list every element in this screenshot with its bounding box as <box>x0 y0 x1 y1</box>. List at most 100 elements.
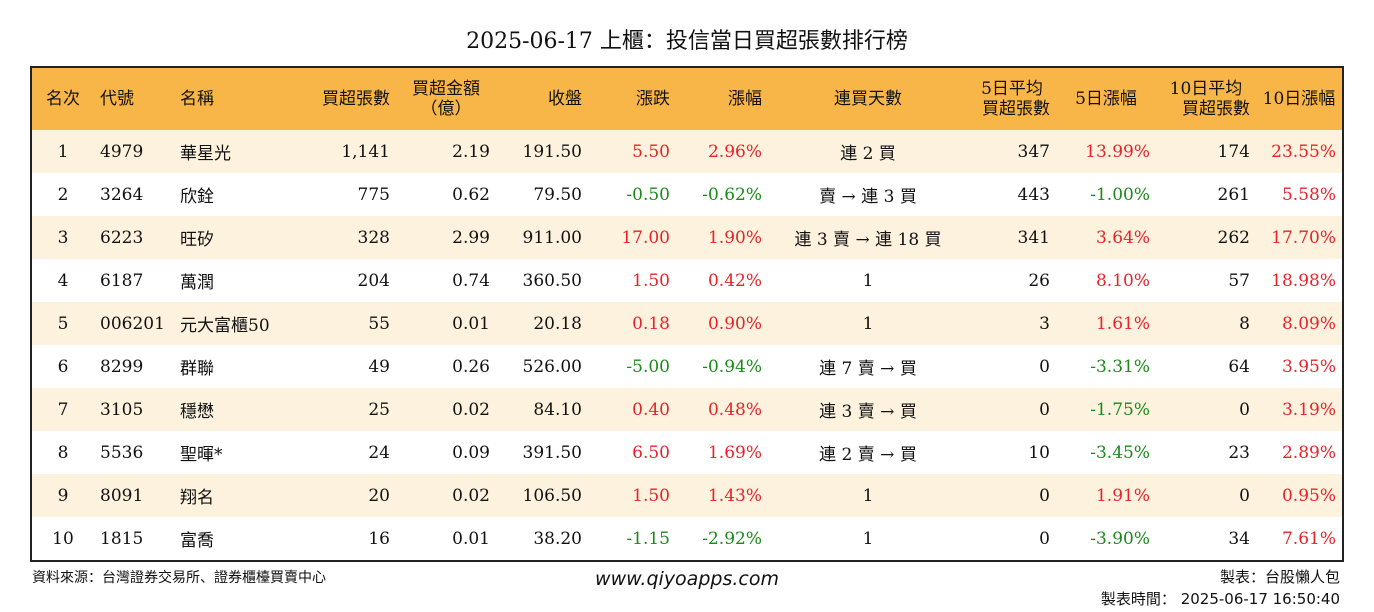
net-buy-amount-cell: 2.99 <box>452 227 490 248</box>
avg5-cell: 443 <box>1017 184 1050 205</box>
net-buy-lots-cell: 24 <box>368 442 390 463</box>
code-cell: 4979 <box>100 141 144 162</box>
name-cell: 萬潤 <box>180 273 214 293</box>
pct5-cell: 13.99% <box>1085 141 1150 162</box>
header-pct10: 10日漲幅 <box>1262 89 1336 109</box>
avg10-cell: 0 <box>1239 485 1250 506</box>
net-buy-amount-cell: 0.02 <box>452 485 490 506</box>
pct-cell: 2.96% <box>707 141 762 162</box>
net-buy-lots-cell: 25 <box>368 399 390 420</box>
pct5-cell: -3.31% <box>1090 356 1150 377</box>
avg5-cell: 0 <box>1039 485 1050 506</box>
code-cell: 6187 <box>100 270 144 291</box>
pct-cell: 1.90% <box>707 227 762 248</box>
table-body: 1 4979 華星光 1,141 2.19 191.50 5.50 2.96% 連 2 買 347… <box>32 130 1342 560</box>
ranking-table: 名次 代號 名稱 買超張數 買超金額 （億） 收盤 漲跌 漲幅 連買天數 5日平… <box>30 66 1344 562</box>
rank-cell: 5 <box>57 313 69 334</box>
name-cell: 旺矽 <box>180 230 214 250</box>
pct-cell: -2.92% <box>702 528 762 549</box>
code-cell: 3105 <box>100 399 144 420</box>
code-cell: 6223 <box>100 227 144 248</box>
code-cell: 8091 <box>100 485 144 506</box>
header-close: 收盤 <box>548 89 582 109</box>
code-cell: 8299 <box>100 356 144 377</box>
table-row: 9 8091 翔名 20 0.02 106.50 1.50 1.43% 1 0 1.91% 0 0.95… <box>32 474 1342 517</box>
name-cell: 欣銓 <box>180 187 214 207</box>
pct10-cell: 23.55% <box>1271 141 1336 162</box>
streak-cell: 連 3 賣 → 買 <box>819 402 917 422</box>
avg5-cell: 0 <box>1039 528 1050 549</box>
header-change: 漲跌 <box>636 89 670 109</box>
pct5-cell: 1.61% <box>1095 313 1150 334</box>
rank-cell: 2 <box>57 184 69 205</box>
pct10-cell: 17.70% <box>1271 227 1336 248</box>
close-cell: 526.00 <box>522 356 582 377</box>
website-link[interactable]: www.qiyoapps.com <box>595 568 779 590</box>
close-cell: 79.50 <box>533 184 582 205</box>
net-buy-lots-cell: 328 <box>357 227 390 248</box>
table-row: 7 3105 穩懋 25 0.02 84.10 0.40 0.48% 連 3 賣 → 買 0 -1.… <box>32 388 1342 431</box>
name-cell: 聖暉* <box>180 445 223 465</box>
pct5-cell: 3.64% <box>1095 227 1150 248</box>
net-buy-lots-cell: 775 <box>357 184 390 205</box>
pct10-cell: 3.95% <box>1281 356 1336 377</box>
net-buy-amount-cell: 0.26 <box>452 356 490 377</box>
pct10-cell: 2.89% <box>1281 442 1336 463</box>
close-cell: 20.18 <box>533 313 582 334</box>
footer-credits: 製表：台股懶人包 製表時間： 2025-06-17 16:50:40 <box>1101 566 1340 610</box>
pct5-cell: 8.10% <box>1095 270 1150 291</box>
avg5-cell: 341 <box>1017 227 1050 248</box>
rank-cell: 8 <box>57 442 69 463</box>
avg5-cell: 3 <box>1039 313 1050 334</box>
net-buy-amount-cell: 0.09 <box>452 442 490 463</box>
streak-cell: 1 <box>862 313 874 334</box>
net-buy-amount-cell: 0.01 <box>452 313 490 334</box>
net-buy-amount-cell: 0.62 <box>452 184 490 205</box>
header-pct5: 5日漲幅 <box>1075 89 1137 109</box>
header-pct: 漲幅 <box>728 89 762 109</box>
name-cell: 穩懋 <box>180 402 214 422</box>
change-cell: 0.40 <box>632 399 670 420</box>
rank-cell: 4 <box>57 270 69 291</box>
table-header-row: 名次 代號 名稱 買超張數 買超金額 （億） 收盤 漲跌 漲幅 連買天數 5日平… <box>32 68 1342 130</box>
table-row: 3 6223 旺矽 328 2.99 911.00 17.00 1.90% 連 3 賣 → 連 … <box>32 216 1342 259</box>
avg5-cell: 347 <box>1017 141 1050 162</box>
change-cell: 1.50 <box>632 485 670 506</box>
pct-cell: 0.90% <box>707 313 762 334</box>
net-buy-amount-cell: 2.19 <box>452 141 490 162</box>
table-row: 8 5536 聖暉* 24 0.09 391.50 6.50 1.69% 連 2 賣 → 買 10… <box>32 431 1342 474</box>
avg10-cell: 57 <box>1228 270 1250 291</box>
close-cell: 84.10 <box>533 399 582 420</box>
rank-cell: 1 <box>57 141 69 162</box>
pct5-cell: -1.00% <box>1090 184 1150 205</box>
header-streak: 連買天數 <box>834 89 902 109</box>
header-net-buy-amount: 買超金額 （億） <box>396 68 496 130</box>
change-cell: 17.00 <box>621 227 670 248</box>
header-avg5: 5日平均 買超張數 <box>968 68 1056 130</box>
avg10-cell: 64 <box>1228 356 1250 377</box>
pct5-cell: 1.91% <box>1095 485 1150 506</box>
pct10-cell: 8.09% <box>1281 313 1336 334</box>
avg5-cell: 26 <box>1028 270 1050 291</box>
change-cell: 0.18 <box>632 313 670 334</box>
pct5-cell: -1.75% <box>1090 399 1150 420</box>
made-time: 製表時間： 2025-06-17 16:50:40 <box>1100 590 1340 608</box>
header-rank: 名次 <box>46 89 80 109</box>
code-cell: 5536 <box>100 442 144 463</box>
name-cell: 華星光 <box>180 144 231 164</box>
header-net-buy-amount-line1: 買超金額 <box>412 79 480 99</box>
pct-cell: -0.94% <box>702 356 762 377</box>
net-buy-amount-cell: 0.74 <box>452 270 490 291</box>
header-avg10-line2: 買超張數 <box>1182 99 1250 119</box>
table-row: 5 006201 元大富櫃50 55 0.01 20.18 0.18 0.90% 1 3 1.61%… <box>32 302 1342 345</box>
rank-cell: 3 <box>57 227 69 248</box>
avg10-cell: 174 <box>1217 141 1250 162</box>
header-code: 代號 <box>100 89 134 109</box>
close-cell: 911.00 <box>522 227 582 248</box>
close-cell: 38.20 <box>533 528 582 549</box>
net-buy-lots-cell: 55 <box>368 313 390 334</box>
streak-cell: 1 <box>862 485 874 506</box>
pct10-cell: 3.19% <box>1281 399 1336 420</box>
table-row: 6 8299 群聯 49 0.26 526.00 -5.00 -0.94% 連 7 賣 → 買 0… <box>32 345 1342 388</box>
table-row: 2 3264 欣銓 775 0.62 79.50 -0.50 -0.62% 賣 → 連 3 買 4… <box>32 173 1342 216</box>
